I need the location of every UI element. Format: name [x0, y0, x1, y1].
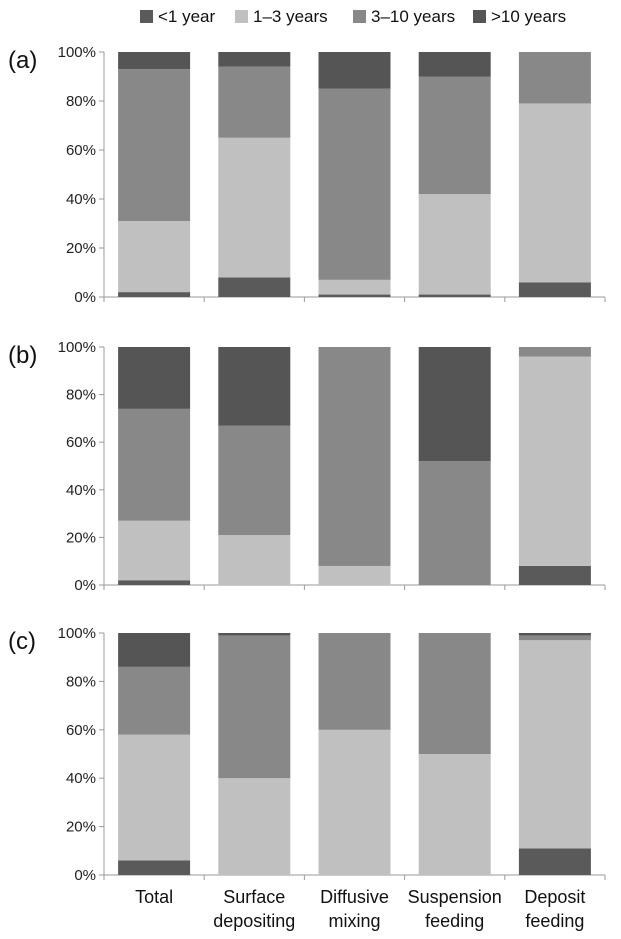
bar-segment — [318, 729, 391, 875]
legend-label: >10 years — [491, 7, 566, 26]
bar-segment — [118, 69, 191, 222]
bar-segment — [218, 347, 291, 426]
bar-segment — [118, 580, 191, 585]
x-category-label: feeding — [525, 911, 584, 931]
x-category-label: Surface — [223, 887, 285, 907]
bar-segment — [218, 635, 291, 779]
bar-segment — [518, 633, 591, 636]
bar-segment — [418, 194, 491, 295]
x-category-label: Diffusive — [320, 887, 389, 907]
bar-segment — [418, 633, 491, 754]
panel-label: (a) — [8, 47, 37, 74]
bar-segment — [118, 666, 191, 735]
legend-swatch — [235, 10, 248, 23]
x-category-label: Deposit — [524, 887, 585, 907]
bar-segment — [118, 734, 191, 861]
bar-segment — [518, 565, 591, 585]
y-tick-label: 100% — [58, 625, 96, 642]
bar-segment — [318, 294, 391, 297]
legend-label: <1 year — [158, 7, 216, 26]
y-tick-label: 20% — [66, 529, 96, 546]
bar-segment — [518, 356, 591, 566]
bar-segment — [218, 66, 291, 138]
x-category-label: mixing — [328, 911, 380, 931]
bar-segment — [118, 633, 191, 667]
bar-segment — [518, 103, 591, 283]
bar-segment — [418, 294, 491, 297]
y-tick-label: 60% — [66, 142, 96, 159]
y-tick-label: 80% — [66, 387, 96, 404]
bar-segment — [118, 347, 191, 409]
bar-segment — [418, 347, 491, 462]
bar-segment — [218, 137, 291, 278]
bar-segment — [218, 425, 291, 536]
y-tick-label: 40% — [66, 191, 96, 208]
bar-segment — [418, 52, 491, 77]
bar-segment — [118, 292, 191, 297]
bar-segment — [218, 277, 291, 297]
bar-segment — [118, 221, 191, 293]
bar-segment — [118, 520, 191, 581]
y-tick-label: 40% — [66, 770, 96, 787]
y-tick-label: 80% — [66, 93, 96, 110]
bar-segment — [218, 52, 291, 67]
y-tick-label: 20% — [66, 819, 96, 836]
y-tick-label: 0% — [74, 867, 96, 884]
bar-segment — [418, 76, 491, 195]
bar-segment — [218, 633, 291, 636]
legend-label: 1–3 years — [253, 7, 328, 26]
y-tick-label: 20% — [66, 240, 96, 257]
bar-segment — [518, 347, 591, 357]
bar-segment — [318, 633, 391, 730]
y-tick-label: 40% — [66, 482, 96, 499]
x-category-label: Suspension — [408, 887, 502, 907]
y-tick-label: 60% — [66, 434, 96, 451]
y-tick-label: 100% — [58, 44, 96, 61]
bar-segment — [318, 565, 391, 585]
panel-label: (b) — [8, 342, 37, 369]
bar-segment — [118, 860, 191, 875]
y-tick-label: 100% — [58, 339, 96, 356]
bar-segment — [318, 347, 391, 566]
bar-segment — [118, 408, 191, 521]
panel-label: (c) — [8, 628, 36, 655]
bar-segment — [518, 848, 591, 875]
legend-label: 3–10 years — [371, 7, 455, 26]
bar-segment — [418, 754, 491, 875]
x-category-label: feeding — [425, 911, 484, 931]
bar-segment — [318, 52, 391, 89]
bar-segment — [218, 778, 291, 875]
y-tick-label: 80% — [66, 673, 96, 690]
bar-segment — [218, 535, 291, 585]
legend-swatch — [353, 10, 366, 23]
legend-swatch — [140, 10, 153, 23]
x-category-label: Total — [135, 887, 173, 907]
bar-segment — [518, 640, 591, 849]
bar-segment — [418, 461, 491, 585]
x-category-label: depositing — [213, 911, 295, 931]
bar-segment — [518, 52, 591, 104]
bar-segment — [118, 52, 191, 70]
legend-swatch — [473, 10, 486, 23]
bar-segment — [318, 88, 391, 280]
bar-segment — [318, 279, 391, 295]
y-tick-label: 0% — [74, 289, 96, 306]
bar-segment — [518, 635, 591, 641]
y-tick-label: 60% — [66, 722, 96, 739]
bar-segment — [518, 282, 591, 297]
y-tick-label: 0% — [74, 577, 96, 594]
